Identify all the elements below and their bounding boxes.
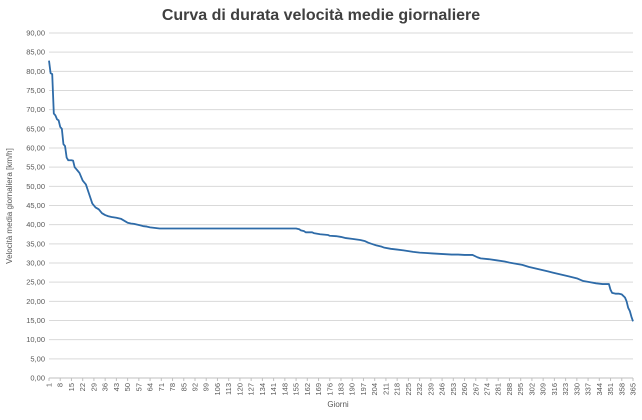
- y-tick-label: 90,00: [26, 29, 45, 38]
- x-tick-label: 232: [415, 383, 424, 396]
- y-tick-label: 30,00: [26, 259, 45, 268]
- x-tick-label: 358: [617, 383, 626, 396]
- y-tick-label: 35,00: [26, 239, 45, 248]
- x-tick-label: 211: [381, 383, 390, 395]
- x-tick-label: 295: [516, 383, 525, 396]
- x-tick-label: 253: [449, 383, 458, 396]
- x-axis-label: Giorni: [327, 400, 349, 409]
- x-tick-label: 141: [269, 383, 278, 396]
- x-tick-label: 99: [202, 383, 211, 391]
- y-tick-label: 65,00: [26, 124, 45, 133]
- y-tick-label: 0,00: [30, 374, 45, 383]
- x-tick-label: 365: [629, 383, 638, 396]
- y-tick-label: 70,00: [26, 105, 45, 114]
- x-tick-label: 239: [426, 383, 435, 396]
- x-tick-label: 71: [157, 383, 166, 391]
- x-tick-label: 218: [393, 383, 402, 396]
- x-tick-label: 120: [235, 383, 244, 396]
- x-axis-ticks: 1 8 15 22 29 36 43 50 57 64 71 78 85 92 99 106 113 120 127…: [45, 378, 638, 396]
- x-tick-label: 85: [179, 383, 188, 391]
- x-tick-label: 267: [471, 383, 480, 396]
- x-tick-label: 330: [572, 383, 581, 396]
- y-tick-label: 40,00: [26, 220, 45, 229]
- x-tick-label: 8: [56, 383, 65, 387]
- x-tick-label: 92: [191, 383, 200, 391]
- y-tick-label: 80,00: [26, 67, 45, 76]
- x-tick-label: 50: [123, 383, 132, 391]
- x-tick-label: 162: [303, 383, 312, 396]
- y-tick-label: 85,00: [26, 48, 45, 57]
- x-tick-label: 169: [314, 383, 323, 396]
- y-tick-label: 55,00: [26, 163, 45, 172]
- x-tick-label: 197: [359, 383, 368, 396]
- y-tick-label: 45,00: [26, 201, 45, 210]
- x-tick-label: 127: [247, 383, 256, 396]
- x-tick-label: 64: [146, 383, 155, 391]
- x-tick-label: 43: [112, 383, 121, 391]
- x-tick-label: 225: [404, 383, 413, 396]
- y-axis-ticks: 0,00 5,00 10,00 15,00 20,00 25,00 30,00 35,00 40…: [26, 29, 45, 383]
- x-tick-label: 190: [348, 383, 357, 396]
- series-line: [48, 60, 634, 322]
- x-tick-label: 1: [45, 383, 54, 387]
- y-axis-label: Velocità media giornaliera [km/h]: [5, 148, 14, 264]
- y-tick-label: 10,00: [26, 335, 45, 344]
- x-tick-label: 302: [527, 383, 536, 396]
- x-tick-label: 36: [101, 383, 110, 391]
- y-tick-label: 20,00: [26, 297, 45, 306]
- x-tick-label: 183: [337, 383, 346, 396]
- x-tick-label: 155: [292, 383, 301, 396]
- x-tick-label: 106: [213, 383, 222, 396]
- x-tick-label: 148: [280, 383, 289, 396]
- x-tick-label: 274: [483, 383, 492, 396]
- y-tick-label: 75,00: [26, 86, 45, 95]
- y-tick-label: 50,00: [26, 182, 45, 191]
- x-tick-label: 204: [370, 383, 379, 396]
- x-tick-label: 29: [89, 383, 98, 391]
- x-tick-label: 281: [494, 383, 503, 396]
- x-tick-label: 15: [67, 383, 76, 391]
- grid-lines: [49, 32, 633, 360]
- x-tick-label: 134: [258, 383, 267, 396]
- x-tick-label: 246: [438, 383, 447, 396]
- x-tick-label: 337: [584, 383, 593, 396]
- x-tick-label: 344: [595, 383, 604, 396]
- x-tick-label: 113: [224, 383, 233, 395]
- y-tick-label: 25,00: [26, 278, 45, 287]
- chart-title: Curva di durata velocità medie giornalie…: [162, 7, 480, 24]
- x-tick-label: 323: [561, 383, 570, 396]
- y-tick-label: 60,00: [26, 144, 45, 153]
- x-tick-label: 78: [168, 383, 177, 391]
- x-tick-label: 316: [550, 383, 559, 396]
- x-tick-label: 57: [134, 383, 143, 391]
- x-tick-label: 351: [606, 383, 615, 396]
- x-tick-label: 22: [78, 383, 87, 391]
- y-tick-label: 5,00: [30, 354, 45, 363]
- y-tick-label: 15,00: [26, 316, 45, 325]
- x-tick-label: 288: [505, 383, 514, 396]
- x-tick-label: 309: [539, 383, 548, 396]
- x-tick-label: 176: [325, 383, 334, 396]
- x-tick-label: 260: [460, 383, 469, 396]
